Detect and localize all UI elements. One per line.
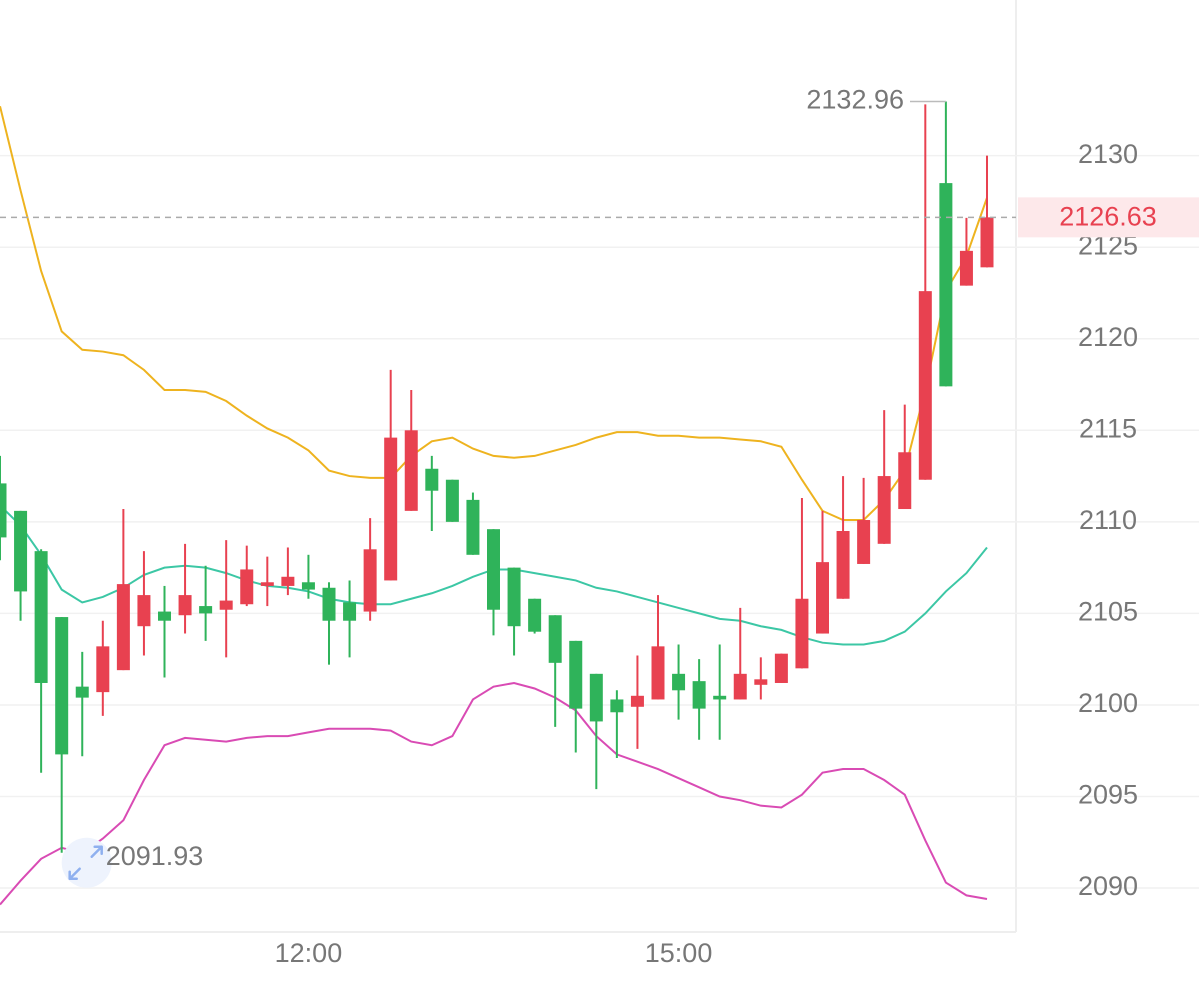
candle-body (610, 699, 624, 713)
candle-body (425, 468, 439, 491)
candle-body (857, 520, 871, 564)
y-tick-label: 2130 (1078, 139, 1138, 169)
y-tick-label: 2120 (1078, 322, 1138, 352)
last-price-bg (1018, 197, 1199, 238)
candle-body (343, 602, 357, 621)
candle-body (816, 562, 829, 634)
candle-body (240, 569, 254, 605)
y-tick-label: 2105 (1078, 597, 1138, 627)
candle-body (384, 437, 398, 581)
candle-body (14, 510, 28, 592)
max-label: 2132.96 (806, 85, 904, 115)
candle-body (199, 606, 213, 614)
min-label: 2091.93 (106, 841, 204, 871)
candle-body (589, 673, 603, 722)
y-tick-label: 2090 (1078, 871, 1138, 901)
candle-body (569, 640, 583, 709)
candle-body (96, 646, 110, 693)
candle-body (733, 673, 747, 700)
candle-body (774, 653, 788, 683)
candle-body (0, 483, 7, 538)
candle-body (898, 452, 912, 510)
x-tick-label: 15:00 (645, 938, 713, 968)
candle-body (528, 598, 542, 632)
candle-body (795, 598, 809, 669)
candle-body (980, 217, 994, 268)
candle-body (158, 611, 171, 621)
candle-body (34, 551, 48, 683)
candle-body (75, 686, 89, 698)
candle-body (836, 531, 850, 599)
candle-body (137, 595, 151, 627)
candle-body (548, 615, 562, 663)
y-tick-label: 2110 (1079, 505, 1137, 535)
candle-body (918, 291, 932, 480)
candle-body (877, 476, 891, 544)
y-tick-label: 2115 (1079, 413, 1137, 443)
candle-body (754, 679, 768, 685)
candle-body (466, 499, 480, 555)
candle-body (55, 617, 69, 755)
min-icon-bg (61, 837, 112, 888)
band-line (0, 681, 988, 906)
candle-body (692, 681, 706, 709)
y-tick-label: 2095 (1078, 780, 1138, 810)
candle-body (939, 183, 953, 387)
candle-body (322, 587, 336, 621)
candle-body (630, 695, 644, 707)
candle-body (487, 529, 500, 610)
candle-body (445, 479, 459, 522)
candle-body (116, 584, 130, 671)
candle-body (260, 582, 274, 586)
candle-body (959, 250, 973, 286)
band-line (0, 105, 988, 522)
x-tick-label: 12:00 (275, 938, 343, 968)
candle-body (301, 582, 315, 590)
candle-body (651, 646, 665, 700)
candle-body (713, 695, 727, 700)
min-icon (68, 845, 103, 880)
candle-body (672, 673, 686, 691)
candle-body (404, 430, 418, 511)
y-tick-label: 2100 (1078, 688, 1138, 718)
candle-body (507, 567, 521, 627)
candle-body (178, 595, 192, 616)
last-price-label: 2126.63 (1059, 201, 1157, 231)
candle-body (363, 549, 377, 612)
candle-body (281, 576, 295, 586)
candle-body (219, 600, 233, 610)
